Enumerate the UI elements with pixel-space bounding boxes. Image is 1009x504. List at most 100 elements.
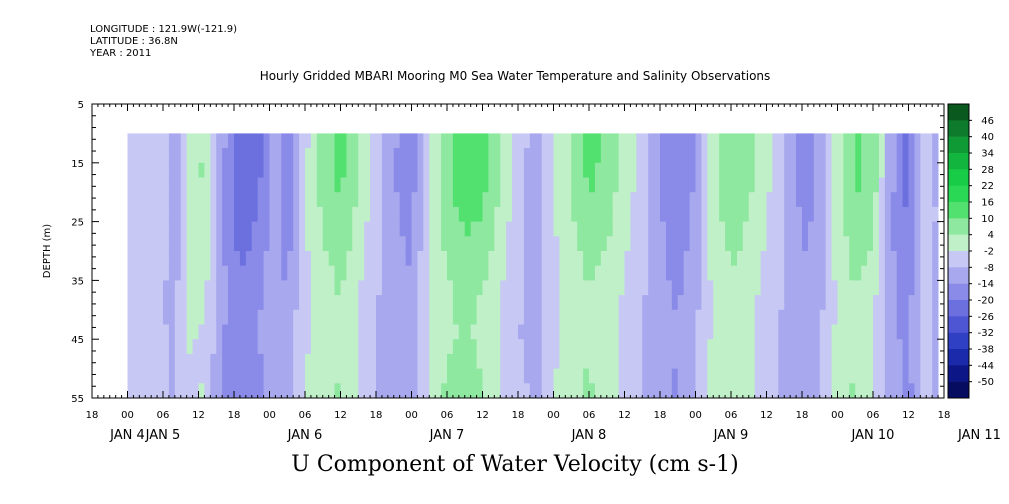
heatmap-cell	[932, 353, 939, 369]
heatmap-cell	[316, 368, 324, 384]
heatmap-cell	[476, 221, 483, 237]
heatmap-cell	[299, 383, 306, 399]
heatmap-cell	[748, 324, 756, 340]
heatmap-cell	[577, 280, 584, 296]
heatmap-cell	[547, 383, 554, 399]
heatmap-cell	[512, 368, 519, 384]
heatmap-cell	[606, 265, 614, 281]
heatmap-cell	[902, 251, 909, 267]
heatmap-cell	[452, 368, 460, 384]
heatmap-cell	[695, 148, 702, 164]
heatmap-cell	[577, 353, 584, 369]
heatmap-cell	[305, 221, 312, 237]
heatmap-cell	[352, 177, 359, 193]
heatmap-cell	[926, 368, 933, 384]
heatmap-cell	[316, 353, 324, 369]
heatmap-cell	[168, 236, 176, 252]
heatmap-cell	[689, 280, 696, 296]
y-tick-label: 35	[71, 276, 84, 287]
heatmap-cell	[630, 324, 637, 340]
heatmap-cell	[624, 221, 631, 237]
heatmap-cell	[932, 368, 939, 384]
heatmap-cell	[488, 280, 495, 296]
heatmap-cell	[228, 339, 235, 355]
heatmap-cell	[731, 339, 738, 355]
heatmap-cell	[796, 162, 803, 178]
heatmap-cell	[529, 295, 537, 311]
heatmap-cell	[547, 368, 554, 384]
heatmap-cell	[458, 280, 466, 296]
heatmap-cell	[896, 177, 903, 193]
heatmap-cell	[855, 265, 862, 281]
heatmap-cell	[671, 192, 679, 208]
heatmap-cell	[813, 206, 821, 222]
heatmap-cell	[831, 309, 838, 325]
heatmap-cell	[766, 236, 773, 252]
heatmap-cell	[807, 221, 815, 237]
heatmap-cell	[127, 295, 134, 311]
heatmap-cell	[251, 339, 259, 355]
heatmap-cell	[358, 177, 365, 193]
heatmap-cell	[748, 162, 756, 178]
heatmap-cell	[707, 221, 714, 237]
heatmap-cell	[476, 265, 483, 281]
heatmap-cell	[482, 162, 489, 178]
heatmap-cell	[565, 206, 572, 222]
heatmap-cell	[547, 162, 554, 178]
y-tick-label: 45	[71, 335, 84, 346]
heatmap-cell	[784, 383, 791, 399]
heatmap-cell	[902, 368, 909, 384]
heatmap-cell	[529, 339, 537, 355]
heatmap-cell	[263, 251, 270, 267]
heatmap-cell	[405, 265, 412, 281]
heatmap-cell	[269, 295, 276, 311]
heatmap-cell	[636, 221, 643, 237]
heatmap-cell	[867, 353, 874, 369]
heatmap-cell	[683, 162, 690, 178]
x-tick-label: 06	[157, 410, 170, 421]
heatmap-cell	[180, 133, 188, 149]
heatmap-cell	[139, 133, 146, 149]
heatmap-cell	[494, 133, 501, 149]
heatmap-cell	[163, 295, 170, 311]
heatmap-cell	[636, 192, 643, 208]
heatmap-cell	[849, 162, 856, 178]
heatmap-cell	[541, 192, 548, 208]
heatmap-cell	[932, 236, 939, 252]
heatmap-cell	[464, 133, 472, 149]
heatmap-cell	[796, 295, 803, 311]
heatmap-cell	[689, 206, 696, 222]
heatmap-cell	[228, 177, 235, 193]
heatmap-cell	[447, 265, 454, 281]
heatmap-cell	[896, 236, 903, 252]
heatmap-cell	[719, 339, 726, 355]
heatmap-cell	[778, 251, 785, 267]
heatmap-cell	[364, 236, 371, 252]
heatmap-cell	[665, 353, 673, 369]
heatmap-cell	[689, 353, 696, 369]
heatmap-cell	[553, 221, 560, 237]
heatmap-cell	[228, 162, 235, 178]
heatmap-cell	[867, 148, 874, 164]
heatmap-cell	[802, 368, 809, 384]
heatmap-cell	[393, 133, 401, 149]
heatmap-cell	[594, 309, 602, 325]
heatmap-cell	[831, 162, 838, 178]
heatmap-cell	[198, 324, 205, 340]
heatmap-cell	[837, 368, 844, 384]
heatmap-cell	[837, 162, 844, 178]
heatmap-cell	[873, 206, 880, 222]
heatmap-cell	[630, 251, 637, 267]
heatmap-cell	[263, 192, 270, 208]
heatmap-cell	[192, 236, 199, 252]
heatmap-cell	[488, 236, 495, 252]
heatmap-cell	[435, 324, 442, 340]
heatmap-cell	[346, 221, 353, 237]
heatmap-cell	[654, 148, 661, 164]
heatmap-cell	[458, 206, 466, 222]
heatmap-cell	[204, 133, 211, 149]
heatmap-cell	[742, 295, 750, 311]
heatmap-cell	[671, 265, 679, 281]
heatmap-cell	[328, 133, 335, 149]
heatmap-cell	[867, 383, 874, 399]
